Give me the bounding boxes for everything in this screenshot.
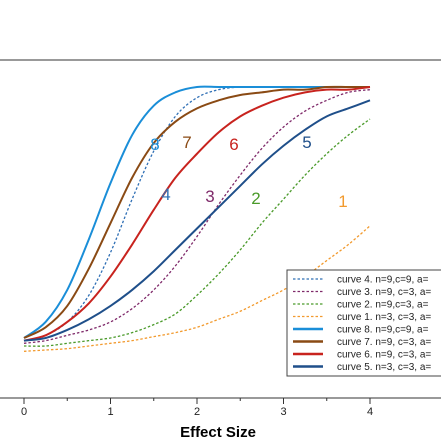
x-tick-label: 0	[21, 406, 27, 418]
x-tick-label: 4	[367, 406, 373, 418]
legend-entry-label: curve 5. n=3, c=3, a=	[337, 362, 431, 373]
series-line-curve-6	[23, 86, 371, 342]
curve-number-label: 5	[302, 133, 311, 152]
series-line-curve-2	[23, 118, 371, 347]
series-line-curve-3	[23, 89, 371, 344]
x-tick-label: 2	[194, 406, 200, 418]
legend-entry-label: curve 6. n=9, c=3, a=	[337, 350, 431, 361]
legend-entry-label: curve 7. n=9, c=3, a=	[337, 337, 431, 348]
curve-number-label: 2	[251, 189, 260, 208]
curve-number-label: 8	[150, 135, 159, 154]
legend-box	[286, 269, 441, 377]
series-line-curve-5	[23, 99, 371, 342]
curve-number-label: 1	[338, 192, 347, 211]
curve-number-label: 6	[229, 135, 238, 154]
curve-number-label: 4	[161, 185, 170, 204]
legend-entry-label: curve 8. n=9,c=9, a=	[337, 325, 429, 336]
series-line-curve-8	[23, 85, 370, 339]
curve-number-label: 3	[205, 187, 214, 206]
series-line-curve-7	[23, 85, 370, 339]
legend-entry-label: curve 1. n=3, c=3, a=	[337, 312, 431, 323]
x-axis-title: Effect Size	[180, 424, 256, 441]
legend-entry-label: curve 2. n=9,c=3, a=	[337, 300, 429, 311]
curve-number-label: 7	[182, 133, 191, 152]
legend-entry-label: curve 3. n=9, c=3, a=	[337, 287, 431, 298]
legend-entry-label: curve 4. n=9,c=9, a=	[337, 275, 429, 286]
x-tick-label: 3	[280, 406, 286, 418]
x-tick-label: 1	[107, 406, 113, 418]
